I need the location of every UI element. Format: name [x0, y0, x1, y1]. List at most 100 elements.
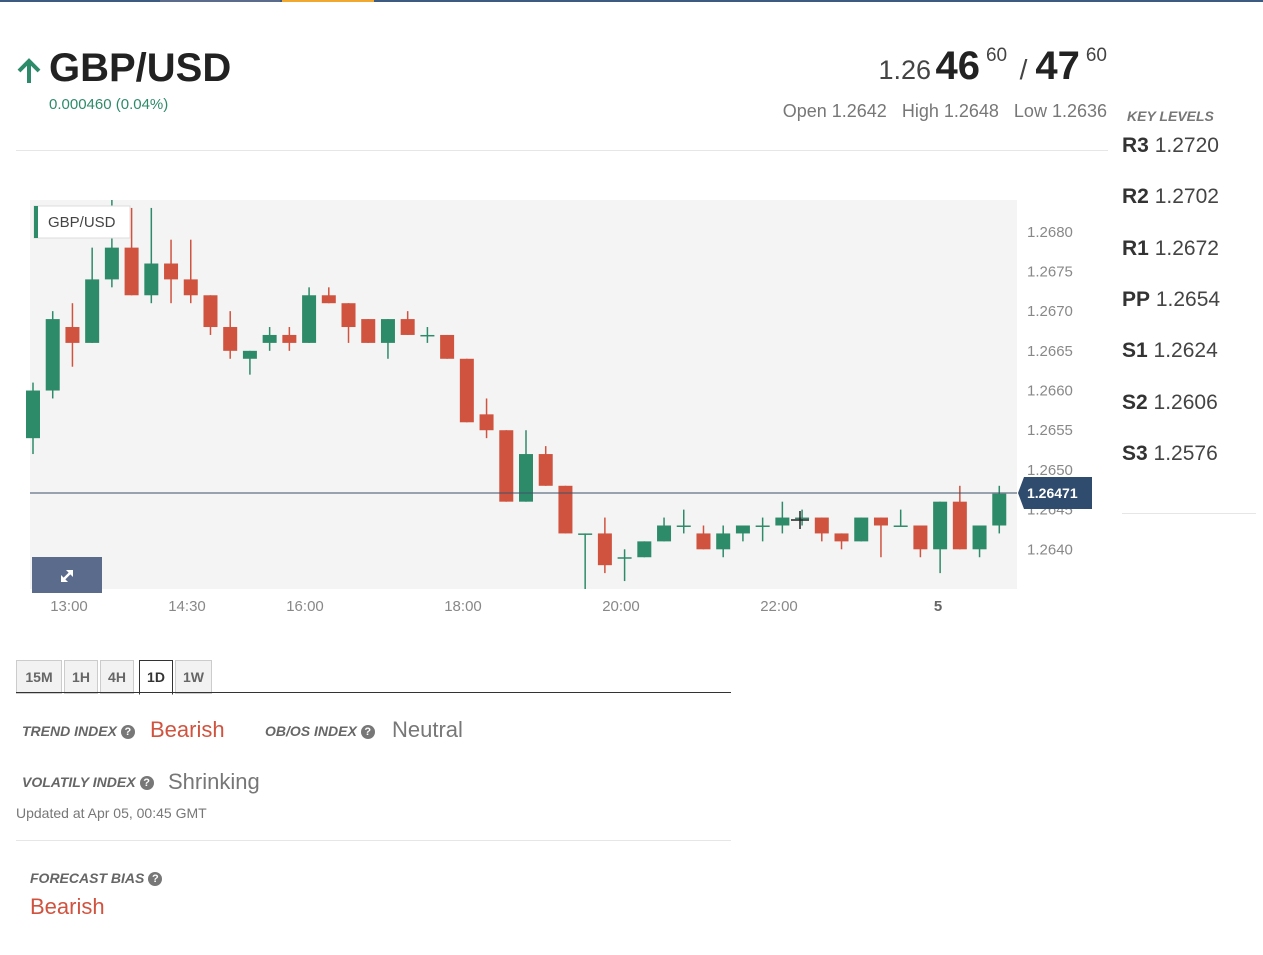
question-circle-icon[interactable]: ?	[148, 872, 163, 886]
level-value: 1.2576	[1153, 442, 1218, 465]
candle-body	[361, 319, 376, 343]
candle-body	[302, 295, 317, 343]
candle-body	[26, 390, 40, 439]
candle-body	[420, 334, 435, 337]
level-name: R2	[1122, 185, 1149, 208]
tab-1w[interactable]: 1W	[175, 660, 212, 694]
candle	[972, 525, 987, 558]
question-circle-icon[interactable]: ?	[120, 725, 135, 739]
candle	[479, 398, 494, 439]
level-value: 1.2624	[1153, 339, 1218, 362]
bid-prefix: 1.26	[878, 55, 932, 85]
key-level-s1: S1 1.2624	[1122, 339, 1218, 363]
candle	[302, 287, 317, 343]
candle	[459, 358, 474, 423]
x-tick-label: 18:00	[444, 598, 482, 615]
candle-body	[873, 517, 888, 526]
y-tick-label: 1.2680	[1027, 224, 1073, 241]
candle-body	[262, 334, 277, 343]
tab-15m[interactable]: 15M	[16, 660, 62, 694]
candle	[45, 311, 60, 399]
high-value: High 1.2648	[901, 101, 999, 121]
candle-body	[952, 501, 967, 550]
candle-body	[834, 533, 849, 542]
candle	[637, 541, 652, 558]
trend-index-value: Bearish	[150, 717, 225, 742]
candle-body	[459, 358, 474, 423]
candle-body	[499, 430, 514, 502]
candle	[380, 319, 395, 359]
candle	[696, 525, 711, 550]
candle-body	[164, 263, 179, 280]
key-levels-panel: KEY LEVELS R3 1.2720 R2 1.2702 R1 1.2672…	[1122, 108, 1256, 514]
ask-fraction: 60	[1085, 45, 1107, 66]
candlestick-chart-svg[interactable]: 1.2680 1.2675 1.2670 1.2665 1.2660 1.2655 1.26…	[16, 190, 1106, 620]
candle	[341, 303, 356, 343]
candle-body	[933, 501, 948, 550]
candle-body	[183, 279, 198, 296]
level-value: 1.2654	[1155, 288, 1221, 311]
candle	[65, 303, 80, 367]
candle-body	[45, 319, 60, 391]
price-chart[interactable]: 1.2680 1.2675 1.2670 1.2665 1.2660 1.2655 1.26…	[16, 190, 1106, 620]
ohl-summary: Open 1.2642 High 1.2648 Low 1.2636	[773, 101, 1107, 122]
x-tick-label: 5	[934, 598, 942, 615]
candle	[558, 485, 573, 534]
candle	[735, 525, 750, 542]
forecast-bias-value: Bearish	[30, 894, 105, 919]
y-tick-label: 1.2655	[1027, 422, 1073, 439]
candle	[321, 287, 336, 304]
candle	[519, 430, 533, 502]
open-value: Open 1.2642	[782, 101, 887, 121]
candle	[597, 517, 612, 574]
candle	[873, 517, 888, 558]
bid-pips: 46	[935, 44, 980, 88]
crosshair-icon	[791, 511, 809, 529]
candle-body	[85, 279, 100, 343]
tab-1d[interactable]: 1D	[139, 660, 173, 695]
candles-group	[26, 200, 1007, 589]
tab-4h[interactable]: 4H	[100, 660, 134, 694]
candle-body	[341, 303, 356, 328]
candle-body	[440, 334, 455, 359]
question-circle-icon[interactable]: ?	[139, 776, 154, 790]
candle	[85, 247, 100, 343]
candle	[242, 350, 257, 375]
candle-body	[223, 327, 238, 351]
candle	[834, 533, 849, 550]
x-tick-label: 13:00	[50, 598, 88, 615]
arrow-up-icon	[17, 58, 41, 83]
current-price-tag: 1.26471	[1018, 476, 1092, 509]
candle	[657, 517, 672, 542]
price-change: 0.000460 (0.04%)	[49, 96, 169, 113]
key-level-s2: S2 1.2606	[1122, 391, 1218, 415]
top-bar-segment	[160, 0, 280, 2]
y-tick-label: 1.2640	[1027, 541, 1073, 558]
candle-body	[400, 319, 415, 335]
candle	[795, 509, 810, 526]
key-level-r3: R3 1.2720	[1122, 134, 1219, 158]
current-price-label: 1.26471	[1027, 485, 1078, 501]
candle	[440, 334, 455, 359]
forecast-bias-label: FORECAST BIAS?	[30, 870, 163, 886]
candle-body	[775, 517, 790, 526]
candle	[617, 549, 632, 582]
level-name: R3	[1122, 134, 1149, 157]
candle	[952, 485, 967, 550]
x-tick-label: 20:00	[602, 598, 640, 615]
candle	[164, 239, 179, 304]
expand-chart-button[interactable]	[32, 557, 102, 593]
candle	[124, 207, 139, 296]
volatility-index-text: VOLATILY INDEX	[22, 774, 136, 790]
tab-1h[interactable]: 1H	[64, 660, 98, 694]
candle-body	[282, 334, 297, 343]
legend-color-marker	[34, 206, 38, 238]
question-circle-icon[interactable]: ?	[360, 725, 375, 739]
candle-body	[65, 327, 80, 343]
expand-icon	[61, 570, 73, 582]
candle	[223, 311, 238, 359]
candle-body	[124, 247, 139, 296]
x-axis-ticks: 13:00 14:30 16:00 18:00 20:00 22:00 5	[50, 598, 942, 615]
level-value: 1.2606	[1153, 391, 1218, 414]
ask-pips: 47	[1035, 44, 1080, 88]
